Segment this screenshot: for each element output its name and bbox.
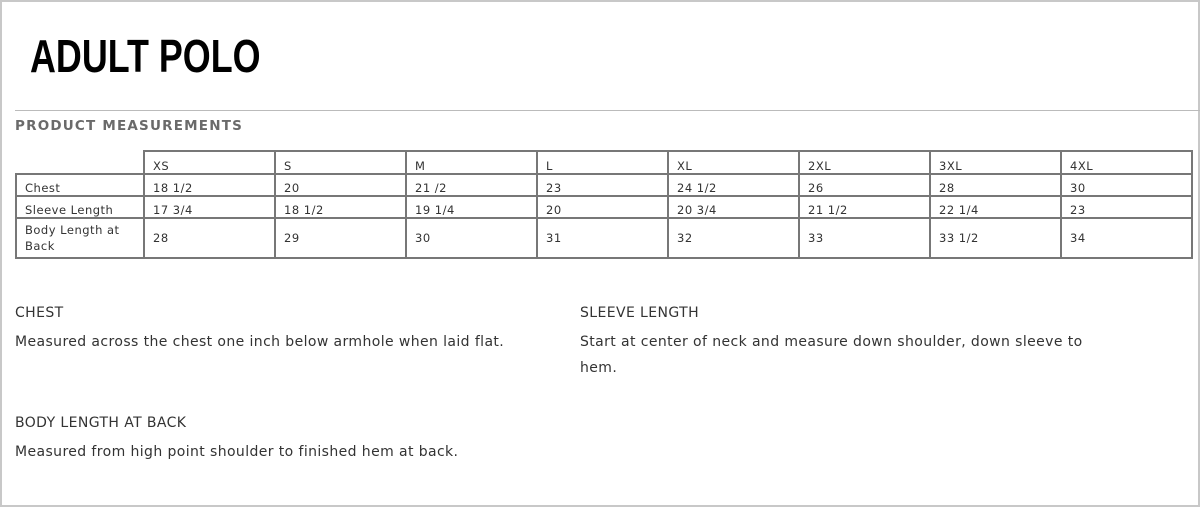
sleeve-text: Start at center of neck and measure down… <box>580 334 1083 376</box>
cell: 21 1/2 <box>798 195 931 219</box>
cell: 22 1/4 <box>929 195 1062 219</box>
cell: 34 <box>1060 217 1193 259</box>
size-header: 4XL <box>1060 150 1193 175</box>
size-header: S <box>274 150 407 175</box>
section-title: PRODUCT MEASUREMENTS <box>15 118 244 134</box>
row-label: Body Length at Back <box>15 217 145 259</box>
size-header: M <box>405 150 538 175</box>
cell: 20 3/4 <box>667 195 800 219</box>
cell: 29 <box>274 217 407 259</box>
chest-heading: CHEST <box>15 305 64 321</box>
table-row: Body Length at Back 28 29 30 31 32 33 33… <box>15 217 1193 259</box>
table-row: Chest 18 1/2 20 21 /2 23 24 1/2 26 28 30 <box>15 173 1193 197</box>
cell: 21 /2 <box>405 173 538 197</box>
body-heading: BODY LENGTH AT BACK <box>15 415 187 431</box>
cell: 33 1/2 <box>929 217 1062 259</box>
cell: 31 <box>536 217 669 259</box>
page-title: ADULT POLO <box>30 30 261 82</box>
cell: 30 <box>405 217 538 259</box>
size-header: 3XL <box>929 150 1062 175</box>
cell: 20 <box>274 173 407 197</box>
cell: 18 1/2 <box>143 173 276 197</box>
table-row: Sleeve Length 17 3/4 18 1/2 19 1/4 20 20… <box>15 195 1193 219</box>
body-note: BODY LENGTH AT BACK Measured from high p… <box>15 415 575 465</box>
cell: 18 1/2 <box>274 195 407 219</box>
divider <box>15 110 1200 111</box>
chest-note: CHEST Measured across the chest one inch… <box>15 305 555 355</box>
row-label: Chest <box>15 173 145 197</box>
sleeve-note: SLEEVE LENGTH Start at center of neck an… <box>580 305 1110 381</box>
cell: 20 <box>536 195 669 219</box>
cell: 32 <box>667 217 800 259</box>
cell: 30 <box>1060 173 1193 197</box>
size-header: XL <box>667 150 800 175</box>
chest-text: Measured across the chest one inch below… <box>15 334 505 350</box>
cell: 28 <box>143 217 276 259</box>
cell: 23 <box>536 173 669 197</box>
body-text: Measured from high point shoulder to fin… <box>15 444 459 460</box>
cell: 24 1/2 <box>667 173 800 197</box>
size-header: L <box>536 150 669 175</box>
cell: 19 1/4 <box>405 195 538 219</box>
row-label: Sleeve Length <box>15 195 145 219</box>
measurements-table: XS S M L XL 2XL 3XL 4XL Chest 18 1/2 20 … <box>15 150 1193 259</box>
size-header: XS <box>143 150 276 175</box>
sleeve-heading: SLEEVE LENGTH <box>580 305 699 321</box>
cell: 28 <box>929 173 1062 197</box>
size-header: 2XL <box>798 150 931 175</box>
cell: 17 3/4 <box>143 195 276 219</box>
table-header-row: XS S M L XL 2XL 3XL 4XL <box>16 150 1193 175</box>
cell: 26 <box>798 173 931 197</box>
cell: 23 <box>1060 195 1193 219</box>
cell: 33 <box>798 217 931 259</box>
